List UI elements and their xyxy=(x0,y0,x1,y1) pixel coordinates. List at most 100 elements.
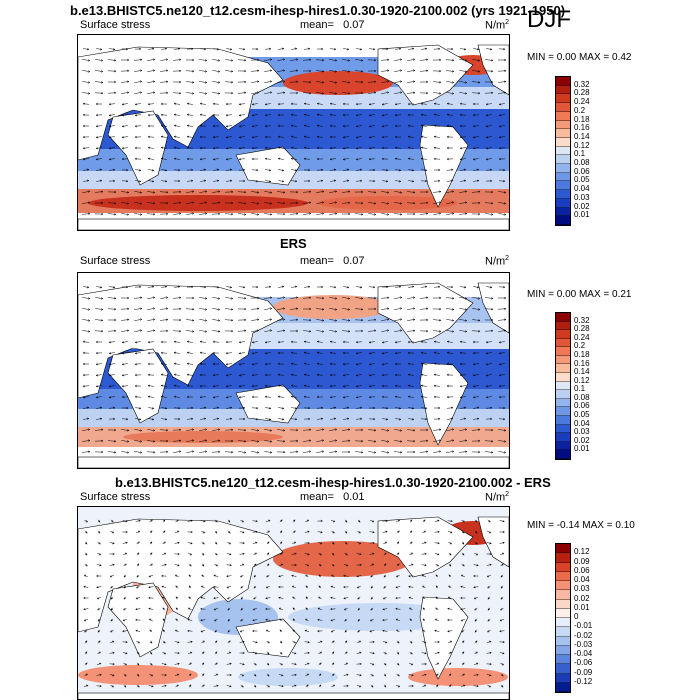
vector-arrowhead xyxy=(420,113,424,116)
vector-arrowhead xyxy=(447,596,451,599)
vector-arrowhead xyxy=(407,340,410,344)
vector-arrowhead xyxy=(438,428,442,431)
vector-arrow xyxy=(161,48,167,50)
vector-arrow xyxy=(330,48,336,50)
vector-arrowhead xyxy=(329,362,332,366)
vector-arrowhead xyxy=(360,451,364,454)
vector-arrowhead xyxy=(346,406,349,409)
vector-arrow xyxy=(199,191,207,193)
vector-arrowhead xyxy=(109,125,112,128)
vector-arrow xyxy=(278,169,284,171)
vector-arrow xyxy=(408,597,414,599)
vector-arrowhead xyxy=(411,684,414,688)
vector-arrowhead xyxy=(282,91,286,94)
vector-arrow xyxy=(316,202,324,204)
vector-arrowhead xyxy=(356,385,359,388)
colorbar-swatch xyxy=(556,571,570,581)
vector-arrowhead xyxy=(136,586,139,589)
vector-arrow xyxy=(473,407,479,409)
vector-arrow xyxy=(435,574,439,578)
vector-arrow xyxy=(213,136,219,138)
vector-arrowhead xyxy=(490,168,493,172)
vector-arrow xyxy=(395,684,401,688)
vector-arrowhead xyxy=(256,429,259,432)
vector-arrow xyxy=(408,125,414,127)
vector-arrow xyxy=(304,553,310,555)
vector-arrow xyxy=(316,191,324,193)
vector-arrow xyxy=(214,618,218,622)
vector-arrow xyxy=(239,286,245,288)
vector-arrowhead xyxy=(100,297,103,300)
vector-arrowhead xyxy=(101,450,104,454)
vector-arrowhead xyxy=(320,519,323,523)
vector-arrowhead xyxy=(408,395,411,398)
vector-arrowhead xyxy=(407,102,410,106)
vector-arrowhead xyxy=(152,58,155,61)
vector-arrow xyxy=(316,330,324,332)
vector-arrow xyxy=(239,147,245,149)
vector-arrowhead xyxy=(303,102,307,105)
vector-arrowhead xyxy=(487,630,490,633)
vector-arrowhead xyxy=(147,362,150,366)
vector-arrowhead xyxy=(82,102,86,106)
panel-2-map xyxy=(77,272,510,469)
vector-arrowhead xyxy=(410,652,413,655)
vector-arrowhead xyxy=(504,307,507,311)
vector-arrowhead xyxy=(216,48,220,51)
vector-arrowhead xyxy=(423,530,426,533)
vector-arrowhead xyxy=(191,285,194,289)
vector-arrow xyxy=(472,429,480,431)
vector-arrow xyxy=(500,673,504,677)
vector-arrowhead xyxy=(257,307,260,310)
vector-arrowhead xyxy=(139,329,142,332)
vector-arrow xyxy=(264,59,272,61)
vector-arrow xyxy=(186,330,194,332)
vector-arrow xyxy=(487,585,491,589)
vector-arrowhead xyxy=(486,363,489,366)
vector-arrowhead xyxy=(334,330,337,333)
vector-arrow xyxy=(290,297,298,299)
vector-arrow xyxy=(395,608,401,610)
vector-arrow xyxy=(147,70,155,72)
vector-field xyxy=(83,519,505,688)
vector-arrowhead xyxy=(499,114,502,117)
vector-arrowhead xyxy=(475,640,478,643)
vector-arrowhead xyxy=(268,418,271,421)
vector-arrow xyxy=(355,297,363,299)
vector-arrowhead xyxy=(396,552,400,555)
vector-arrow xyxy=(265,619,271,621)
vector-arrow xyxy=(122,136,128,138)
vector-arrowhead xyxy=(124,563,127,566)
vector-arrowhead xyxy=(356,374,359,377)
vector-arrow xyxy=(395,385,401,387)
vector-arrow xyxy=(421,652,427,654)
vector-arrow xyxy=(460,396,466,398)
vector-arrowhead xyxy=(347,428,351,431)
vector-arrow xyxy=(83,286,89,288)
vector-arrowhead xyxy=(319,553,322,556)
vector-arrowhead xyxy=(269,296,273,299)
vector-arrow xyxy=(214,519,218,523)
panel-1-map xyxy=(77,34,510,231)
vector-arrowhead xyxy=(113,417,116,421)
vector-arrowhead xyxy=(114,440,117,443)
vector-arrow xyxy=(304,286,310,288)
vector-arrow xyxy=(356,286,362,288)
vector-arrowhead xyxy=(99,417,103,420)
colorbar-swatch xyxy=(556,673,570,683)
vector-arrowhead xyxy=(166,329,169,333)
vector-arrowhead xyxy=(160,373,164,376)
vector-arrowhead xyxy=(343,574,346,578)
vector-arrowhead xyxy=(355,396,359,399)
vector-arrow xyxy=(108,59,116,61)
vector-arrowhead xyxy=(334,212,338,215)
vector-arrowhead xyxy=(412,69,415,72)
vector-arrowhead xyxy=(229,563,232,567)
vector-arrow xyxy=(304,363,310,365)
vector-arrow xyxy=(174,674,180,676)
vector-arrowhead xyxy=(355,363,359,366)
vector-arrowhead xyxy=(347,297,350,300)
colorbar-label: 0.12 xyxy=(574,140,590,150)
vector-arrowhead xyxy=(459,113,462,117)
vector-arrowhead xyxy=(254,563,257,566)
